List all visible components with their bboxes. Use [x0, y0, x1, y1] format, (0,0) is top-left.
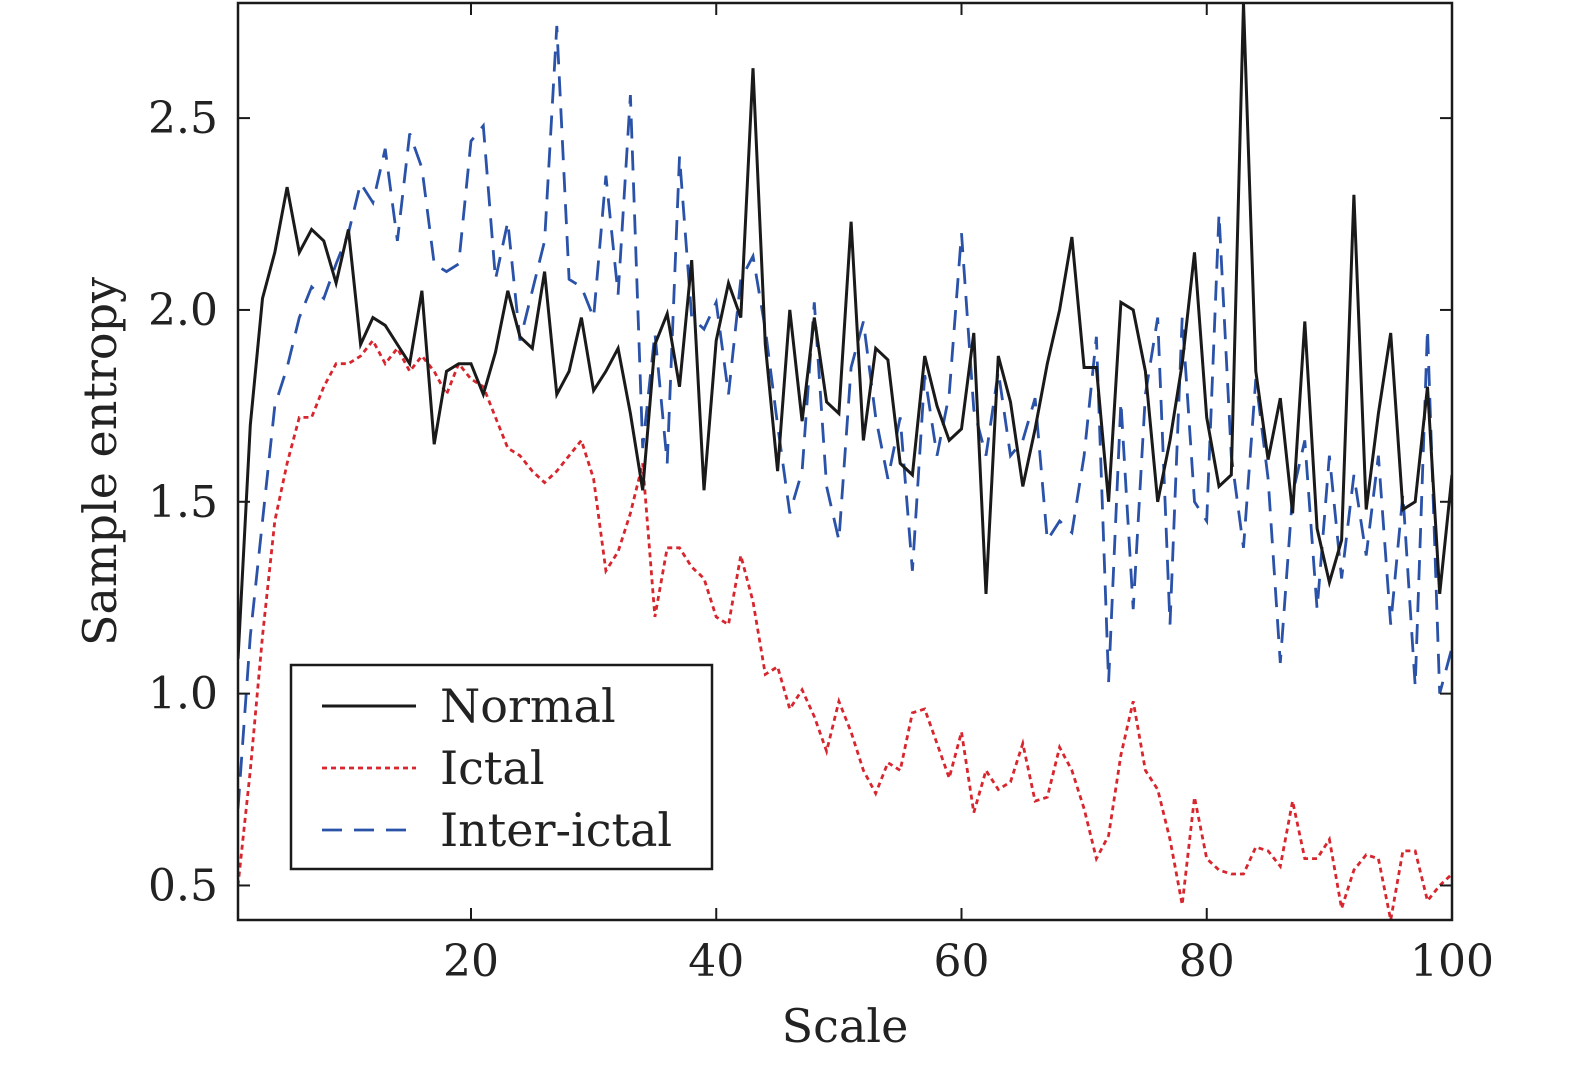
series-line-normal — [238, 3, 1452, 660]
series-line-inter-ictal — [238, 25, 1452, 809]
series-line-ictal — [238, 338, 1452, 920]
legend-label-normal: Normal — [440, 679, 616, 733]
series-layer — [238, 3, 1452, 920]
plot-frame — [236, 1, 1454, 922]
x-tick-label: 100 — [1410, 936, 1494, 987]
y-axis-label: Sample entropy — [73, 277, 127, 646]
legend: Normal Ictal Inter-ictal — [289, 663, 714, 871]
y-tick-label: 1.5 — [148, 477, 218, 528]
y-tick-label: 2.0 — [148, 285, 218, 336]
x-tick-label: 40 — [688, 936, 744, 987]
x-tick-label: 60 — [933, 936, 989, 987]
ticks-layer: 20 40 60 80 100 0.5 1.0 1.5 2.0 2.5 — [148, 3, 1494, 987]
x-tick-label: 20 — [443, 936, 499, 987]
y-tick-label: 2.5 — [148, 93, 218, 144]
y-tick-label: 0.5 — [148, 860, 218, 911]
x-tick-label: 80 — [1179, 936, 1235, 987]
y-tick-label: 1.0 — [148, 669, 218, 720]
legend-label-inter-ictal: Inter-ictal — [440, 803, 672, 857]
x-axis-label: Scale — [782, 999, 909, 1053]
legend-label-ictal: Ictal — [440, 741, 545, 795]
